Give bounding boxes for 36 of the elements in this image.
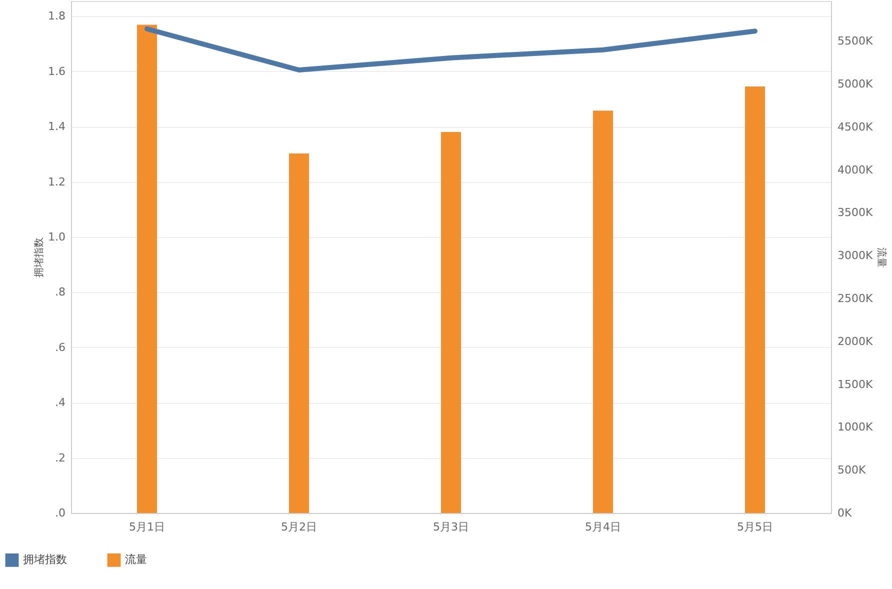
y-tick-label: 1.4: [48, 120, 66, 134]
y2-tick-label: 5500K: [838, 34, 874, 48]
y-tick-label: 1.8: [48, 10, 66, 23]
y2-tick-label: 4500K: [838, 120, 874, 134]
y-tick-label: 1.6: [48, 64, 66, 78]
bar: [289, 153, 309, 513]
bar: [441, 132, 461, 513]
x-tick-label: 5月3日: [433, 520, 469, 534]
y2-tick-label: 2500K: [838, 292, 874, 305]
legend-label: 流量: [125, 553, 147, 566]
y-tick-label: .2: [55, 451, 66, 464]
y2-tick-label: 1500K: [838, 378, 874, 391]
y2-tick-label: 4000K: [838, 163, 874, 176]
y2-tick-label: 3500K: [838, 206, 874, 220]
x-tick-label: 5月4日: [585, 520, 621, 534]
y2-tick-label: 0K: [838, 506, 852, 520]
y-tick-label: 1.2: [48, 175, 66, 188]
y-tick-label: 1.0: [48, 230, 66, 244]
x-tick-label: 5月2日: [281, 520, 317, 534]
y-tick-label: .0: [55, 506, 66, 520]
y-axis-title: 拥堵指数: [33, 238, 46, 278]
x-tick-label: 5月1日: [129, 520, 165, 534]
y2-tick-label: 2000K: [838, 334, 874, 348]
y2-tick-label: 5000K: [838, 77, 874, 90]
y-tick-label: .4: [55, 396, 66, 410]
y2-tick-label: 1000K: [838, 420, 874, 434]
y-tick-label: .6: [55, 340, 66, 354]
x-tick-label: 5月5日: [737, 520, 773, 534]
bar: [593, 110, 613, 513]
legend-label: 拥堵指数: [23, 553, 67, 566]
y2-axis-title: 流量: [876, 248, 888, 268]
bar: [745, 86, 765, 513]
y2-tick-label: 3000K: [838, 249, 874, 262]
bar: [137, 24, 157, 513]
y2-tick-label: 500K: [838, 464, 866, 477]
y-tick-label: .8: [55, 286, 66, 299]
